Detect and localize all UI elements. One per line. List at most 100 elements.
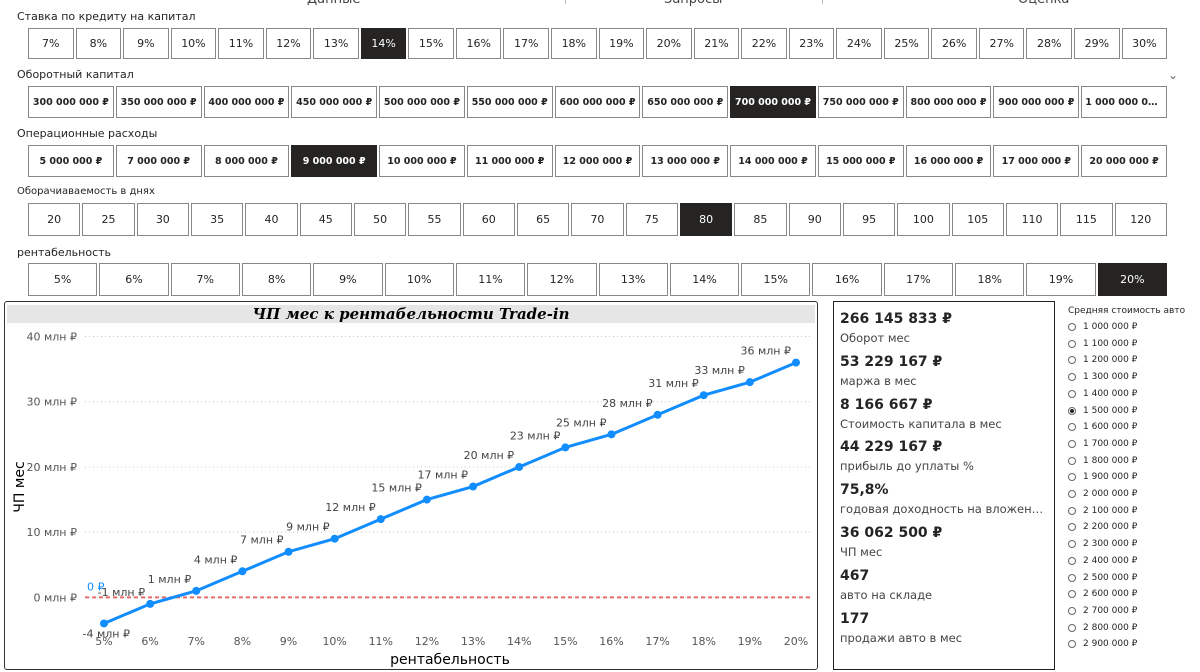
slicer-button[interactable]: 20%	[1097, 263, 1167, 296]
radio-option[interactable]: 2 000 000 ₽	[1068, 489, 1137, 499]
slicer-button[interactable]: 16%	[455, 28, 502, 59]
radio-option[interactable]: 1 300 000 ₽	[1068, 372, 1137, 382]
tab[interactable]: Запросы	[664, 0, 722, 7]
slicer-button[interactable]: 30%	[1121, 28, 1168, 59]
slicer-button[interactable]: 30	[136, 203, 189, 236]
slicer-button[interactable]: 40	[245, 203, 298, 236]
radio-option[interactable]: 2 700 000 ₽	[1068, 606, 1137, 616]
slicer-button[interactable]: 10 000 000 ₽	[379, 145, 465, 177]
radio-option[interactable]: 2 400 000 ₽	[1068, 556, 1137, 566]
radio-option[interactable]: 2 300 000 ₽	[1068, 539, 1137, 549]
slicer-button[interactable]: 90	[788, 203, 841, 236]
radio-option[interactable]: 1 200 000 ₽	[1068, 355, 1137, 365]
slicer-button[interactable]: 27%	[978, 28, 1025, 59]
slicer-button[interactable]: 5%	[28, 263, 98, 296]
slicer-button[interactable]: 900 000 000 ₽	[993, 86, 1080, 118]
radio-option[interactable]: 1 000 000 ₽	[1068, 322, 1137, 332]
slicer-button[interactable]: 600 000 000 ₽	[554, 86, 641, 118]
slicer-button[interactable]: 100	[897, 203, 950, 236]
radio-option[interactable]: 2 900 000 ₽	[1068, 639, 1137, 649]
slicer-button[interactable]: 75	[625, 203, 678, 236]
slicer-button[interactable]: 750 000 000 ₽	[817, 86, 904, 118]
slicer-button[interactable]: 14%	[669, 263, 740, 296]
slicer-button[interactable]: 10%	[170, 28, 217, 59]
radio-option[interactable]: 2 800 000 ₽	[1068, 623, 1137, 633]
slicer-button[interactable]: 28%	[1026, 28, 1073, 59]
radio-option[interactable]: 1 500 000 ₽	[1068, 406, 1137, 416]
radio-option[interactable]: 1 400 000 ₽	[1068, 389, 1137, 399]
radio-option[interactable]: 2 200 000 ₽	[1068, 522, 1137, 532]
slicer-button[interactable]: 19%	[1026, 263, 1096, 296]
slicer-button[interactable]: 700 000 000 ₽	[730, 86, 816, 118]
slicer-button[interactable]: 12 000 000 ₽	[554, 145, 641, 177]
slicer-button[interactable]: 20 000 000 ₽	[1081, 145, 1167, 177]
slicer-button[interactable]: 110	[1005, 203, 1059, 236]
slicer-button[interactable]: 500 000 000 ₽	[379, 86, 465, 118]
slicer-button[interactable]: 50	[353, 203, 407, 236]
tab[interactable]: Данные	[307, 0, 360, 7]
slicer-button[interactable]: 115	[1060, 203, 1113, 236]
slicer-button[interactable]: 11%	[218, 28, 264, 59]
slicer-button[interactable]: 17%	[883, 263, 954, 296]
slicer-button[interactable]: 8%	[241, 263, 312, 296]
slicer-button[interactable]: 65	[516, 203, 570, 236]
slicer-button[interactable]: 8 000 000 ₽	[203, 145, 290, 177]
slicer-button[interactable]: 18%	[955, 263, 1025, 296]
slicer-button[interactable]: 12%	[527, 263, 597, 296]
slicer-button[interactable]: 10%	[384, 263, 454, 296]
radio-option[interactable]: 1 800 000 ₽	[1068, 456, 1137, 466]
slicer-button[interactable]: 350 000 000 ₽	[115, 86, 202, 118]
slicer-button[interactable]: 19%	[598, 28, 645, 59]
slicer-button[interactable]: 18%	[551, 28, 597, 59]
slicer-button[interactable]: 29%	[1074, 28, 1120, 59]
slicer-button[interactable]: 13%	[598, 263, 668, 296]
slicer-button[interactable]: 8%	[75, 28, 122, 59]
slicer-button[interactable]: 400 000 000 ₽	[203, 86, 290, 118]
radio-option[interactable]: 2 600 000 ₽	[1068, 589, 1137, 599]
slicer-button[interactable]: 5 000 000 ₽	[28, 145, 114, 177]
slicer-button[interactable]: 20%	[646, 28, 692, 59]
slicer-button[interactable]: 25%	[883, 28, 930, 59]
slicer-button[interactable]: 6%	[99, 263, 169, 296]
slicer-button[interactable]: 7%	[170, 263, 240, 296]
slicer-button[interactable]: 16%	[812, 263, 882, 296]
slicer-button[interactable]: 9 000 000 ₽	[291, 145, 378, 177]
slicer-button[interactable]: 300 000 000 ₽	[28, 86, 114, 118]
slicer-button[interactable]: 9%	[123, 28, 169, 59]
slicer-button[interactable]: 95	[842, 203, 896, 236]
slicer-button[interactable]: 11%	[455, 263, 526, 296]
slicer-button[interactable]: 23%	[788, 28, 835, 59]
slicer-button[interactable]: 15%	[408, 28, 454, 59]
slicer-button[interactable]: 45	[299, 203, 352, 236]
radio-option[interactable]: 1 900 000 ₽	[1068, 472, 1137, 482]
slicer-button[interactable]: 13 000 000 ₽	[642, 145, 729, 177]
slicer-button[interactable]: 800 000 000 ₽	[905, 86, 992, 118]
slicer-button[interactable]: 17%	[503, 28, 550, 59]
radio-option[interactable]: 2 500 000 ₽	[1068, 573, 1137, 583]
slicer-button[interactable]: 85	[734, 203, 787, 236]
slicer-button[interactable]: 16 000 000 ₽	[905, 145, 992, 177]
slicer-button[interactable]: 35	[190, 203, 244, 236]
slicer-button[interactable]: 15 000 000 ₽	[817, 145, 904, 177]
slicer-button[interactable]: 25	[82, 203, 135, 236]
slicer-button[interactable]: 26%	[931, 28, 977, 59]
slicer-button[interactable]: 17 000 000 ₽	[993, 145, 1080, 177]
slicer-button[interactable]: 650 000 000 ₽	[642, 86, 729, 118]
slicer-button[interactable]: 55	[408, 203, 461, 236]
slicer-button[interactable]: 22%	[741, 28, 787, 59]
slicer-button[interactable]: 450 000 000 ₽	[291, 86, 378, 118]
slicer-button[interactable]: 14%	[360, 28, 407, 59]
chevron[interactable]: ⌄	[1168, 68, 1179, 82]
slicer-button[interactable]: 105	[951, 203, 1004, 236]
tab[interactable]: Оценка	[1018, 0, 1069, 7]
slicer-button[interactable]: 11 000 000 ₽	[466, 145, 553, 177]
slicer-button[interactable]: 15%	[741, 263, 811, 296]
slicer-button[interactable]: 14 000 000 ₽	[730, 145, 816, 177]
slicer-button[interactable]: 12%	[265, 28, 312, 59]
slicer-button[interactable]: 24%	[836, 28, 882, 59]
slicer-button[interactable]: 20	[28, 203, 81, 236]
slicer-button[interactable]: 7%	[28, 28, 74, 59]
slicer-button[interactable]: 550 000 000 ₽	[466, 86, 553, 118]
slicer-button[interactable]: 70	[571, 203, 624, 236]
slicer-button[interactable]: 80	[679, 203, 733, 236]
